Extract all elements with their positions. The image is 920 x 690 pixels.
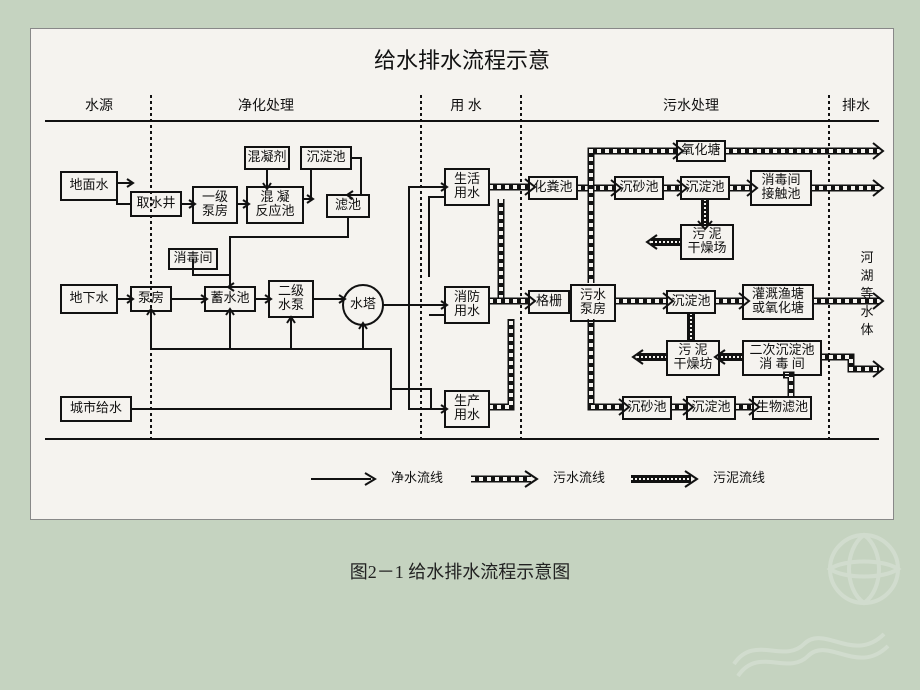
- svg-text:干燥场: 干燥场: [687, 240, 726, 255]
- node-oxid: 氧化塘: [677, 141, 725, 161]
- svg-text:地下水: 地下水: [69, 290, 108, 305]
- svg-text:城市给水: 城市给水: [70, 400, 122, 415]
- node-domestic: 生活用水: [445, 169, 489, 205]
- node-septic: 化粪池: [529, 177, 577, 199]
- svg-text:沉砂池: 沉砂池: [619, 179, 658, 194]
- svg-text:混凝剂: 混凝剂: [247, 149, 286, 164]
- node-dry2: 污 泥干燥坊: [667, 341, 719, 375]
- svg-text:沉淀池: 沉淀池: [306, 149, 345, 164]
- svg-text:用水: 用水: [454, 407, 480, 422]
- svg-text:蓄水池: 蓄水池: [210, 290, 249, 305]
- svg-text:反应池: 反应池: [255, 203, 294, 218]
- node-irrig: 灌溉渔塘或氧化塘: [743, 285, 813, 319]
- node-grit2: 沉砂池: [623, 397, 671, 419]
- svg-text:取水井: 取水井: [136, 195, 175, 210]
- svg-text:地面水: 地面水: [69, 177, 108, 192]
- legend: 净水流线 污水流线 污泥流线: [311, 470, 765, 487]
- svg-text:消 毒 间: 消 毒 间: [759, 356, 805, 371]
- node-mix: 混 凝反应池: [247, 187, 303, 223]
- svg-text:消防: 消防: [454, 289, 480, 304]
- node-sed_t2: 沉淀池: [667, 291, 715, 313]
- node-biofilter: 生物滤池: [753, 397, 811, 419]
- node-sed_t1: 沉淀池: [681, 177, 729, 199]
- svg-text:水: 水: [860, 304, 873, 319]
- node-grit1: 沉砂池: [615, 177, 663, 199]
- node-pump2: 二级水泵: [269, 281, 313, 317]
- svg-text:接触池: 接触池: [761, 186, 800, 201]
- svg-text:消毒间: 消毒间: [761, 172, 800, 187]
- legend-sludge: 污泥流线: [713, 470, 765, 485]
- svg-text:污 泥: 污 泥: [678, 342, 707, 357]
- svg-text:一级: 一级: [202, 189, 228, 204]
- svg-text:用水: 用水: [454, 303, 480, 318]
- node-city: 城市给水: [61, 397, 131, 421]
- sludge-pipes: [633, 199, 743, 364]
- svg-text:生活: 生活: [454, 171, 480, 186]
- node-prod: 生产用水: [445, 391, 489, 427]
- svg-text:干燥坊: 干燥坊: [673, 356, 712, 371]
- node-coag: 混凝剂: [245, 147, 289, 169]
- node-surface: 地面水: [61, 172, 117, 200]
- svg-text:滤池: 滤池: [335, 197, 361, 212]
- svg-text:灌溉渔塘: 灌溉渔塘: [752, 286, 804, 301]
- node-spump: 污水泵房: [571, 285, 615, 321]
- svg-text:格栅: 格栅: [536, 293, 562, 308]
- node-sed: 沉淀池: [301, 147, 351, 169]
- svg-text:湖: 湖: [860, 268, 873, 283]
- node-filter: 滤池: [327, 195, 369, 217]
- svg-text:生物滤池: 生物滤池: [756, 399, 808, 414]
- header-source: 水源: [85, 98, 113, 114]
- svg-text:沉砂池: 沉砂池: [627, 399, 666, 414]
- svg-text:混 凝: 混 凝: [260, 189, 289, 204]
- node-pump1: 一级泵房: [193, 187, 237, 223]
- node-dry1: 污 泥干燥场: [681, 225, 733, 259]
- node-tower: 水塔: [343, 285, 383, 325]
- svg-text:或氧化塘: 或氧化塘: [752, 300, 804, 315]
- svg-text:河: 河: [860, 250, 873, 265]
- header-use: 用 水: [450, 98, 482, 114]
- node-fire: 消防用水: [445, 287, 489, 323]
- svg-text:污 泥: 污 泥: [692, 226, 721, 241]
- svg-text:沉淀池: 沉淀池: [685, 179, 724, 194]
- svg-text:泵房: 泵房: [580, 301, 606, 316]
- svg-text:污水: 污水: [580, 287, 606, 302]
- svg-text:二级: 二级: [278, 283, 304, 298]
- svg-text:等: 等: [860, 286, 873, 301]
- svg-text:体: 体: [860, 322, 873, 337]
- flowchart-panel: 给水排水流程示意 水源 净化处理 用 水 污水处理 排水: [30, 28, 894, 520]
- header-drain: 排水: [842, 98, 870, 114]
- header-treat: 污水处理: [663, 98, 719, 114]
- svg-text:氧化塘: 氧化塘: [681, 142, 720, 157]
- svg-text:二次沉淀池: 二次沉淀池: [749, 342, 814, 357]
- svg-text:水塔: 水塔: [350, 296, 376, 311]
- node-intake: 取水井: [131, 192, 181, 216]
- svg-text:生产: 生产: [454, 393, 480, 408]
- svg-text:化粪池: 化粪池: [533, 179, 572, 194]
- legend-clean: 净水流线: [391, 470, 443, 485]
- header-purify: 净化处理: [238, 98, 294, 114]
- diagram-title: 给水排水流程示意: [374, 48, 550, 73]
- svg-text:消毒间: 消毒间: [173, 250, 212, 265]
- node-ground: 地下水: [61, 285, 117, 313]
- svg-text:水泵: 水泵: [278, 297, 304, 312]
- legend-sewage: 污水流线: [553, 470, 605, 485]
- flowchart-svg: 给水排水流程示意 水源 净化处理 用 水 污水处理 排水: [31, 29, 893, 519]
- node-sed_t3: 沉淀池: [687, 397, 735, 419]
- svg-text:沉淀池: 沉淀池: [691, 399, 730, 414]
- node-secsed: 二次沉淀池消 毒 间: [743, 341, 821, 375]
- watermark-icon: [714, 514, 914, 684]
- svg-text:泵房: 泵房: [202, 203, 228, 218]
- outlet-label: 河 湖 等 水 体: [860, 250, 873, 337]
- slide: 给水排水流程示意 水源 净化处理 用 水 污水处理 排水: [0, 0, 920, 690]
- node-screen: 格栅: [529, 291, 569, 313]
- svg-text:沉淀池: 沉淀池: [671, 293, 710, 308]
- svg-text:泵房: 泵房: [138, 290, 164, 305]
- svg-text:用水: 用水: [454, 185, 480, 200]
- node-cl_contact: 消毒间接触池: [751, 171, 811, 205]
